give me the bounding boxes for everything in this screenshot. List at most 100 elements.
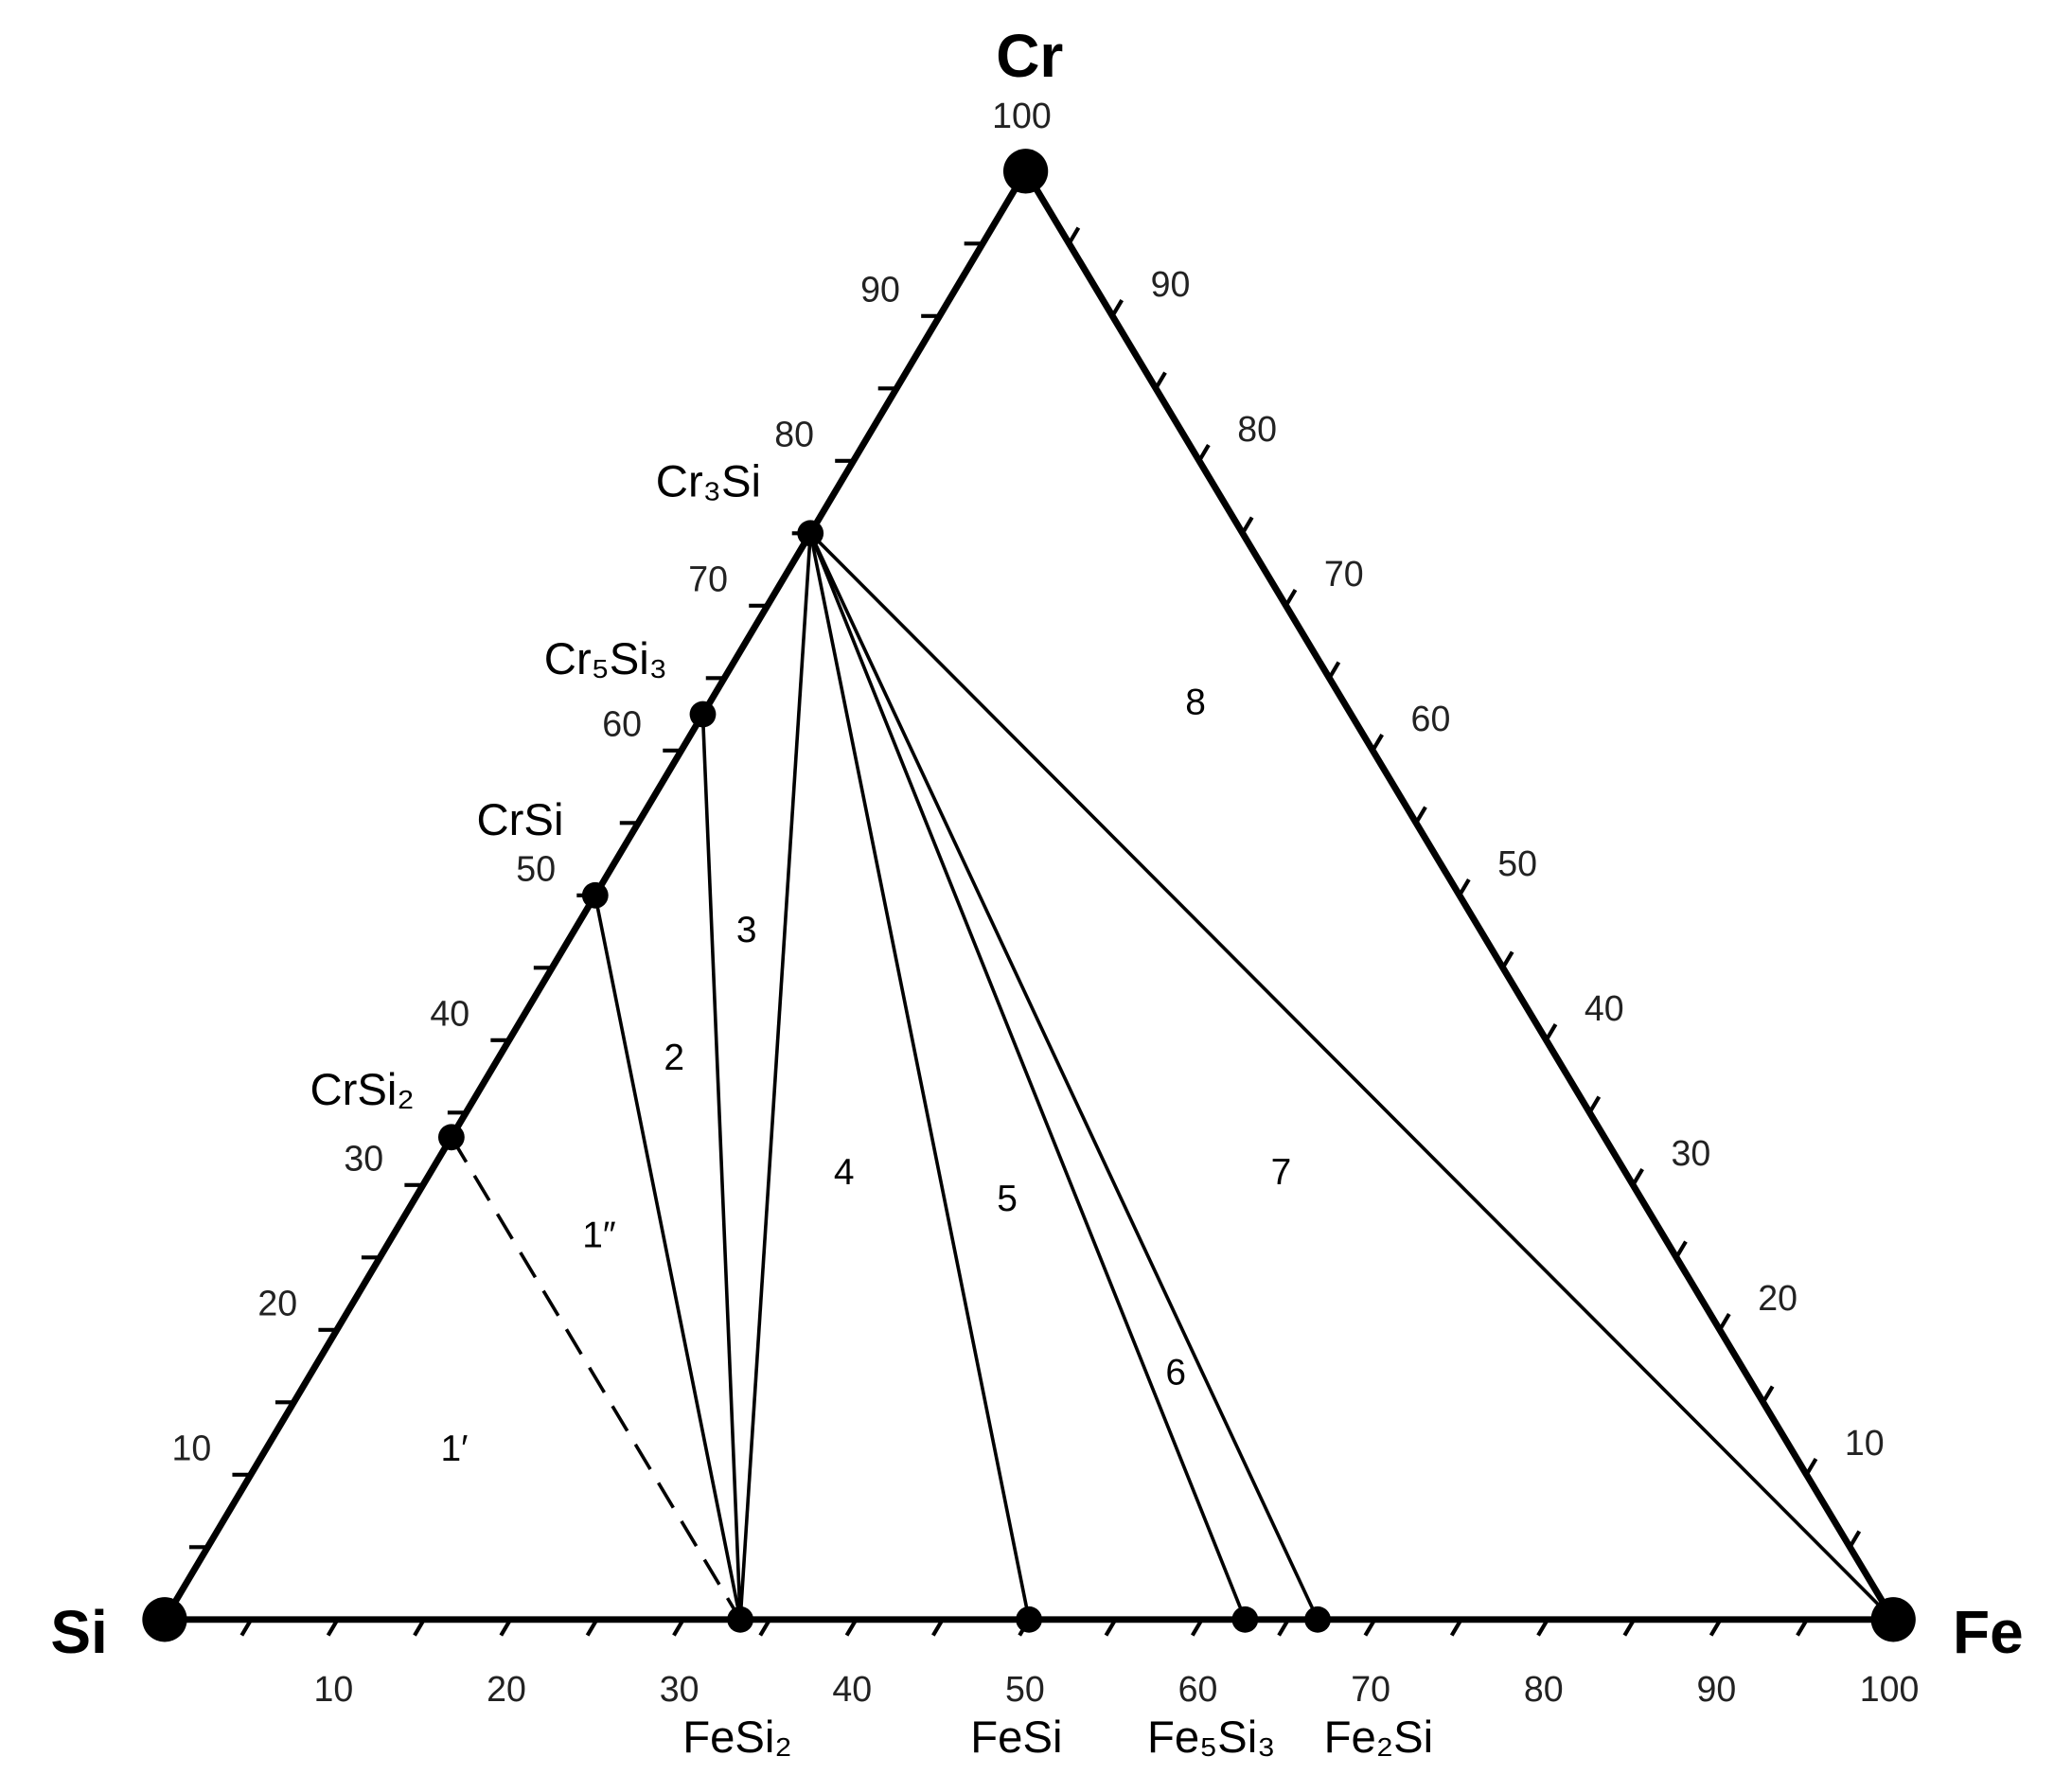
tie-line (593, 895, 742, 1621)
tick-label: 80 (1237, 409, 1277, 449)
region-label: 1″ (582, 1215, 616, 1256)
phase-point (689, 701, 717, 728)
tie-line (808, 532, 1031, 1621)
tick-label: 100 (1860, 1669, 1920, 1709)
tie-line (700, 714, 742, 1620)
tick-label: 30 (1672, 1133, 1711, 1173)
tick-mark (1536, 1618, 1549, 1637)
tick-label: 90 (1697, 1669, 1737, 1709)
phase-point (1016, 1606, 1042, 1633)
tick-label: 70 (1324, 554, 1364, 594)
tick-mark (1240, 516, 1254, 535)
tick-mark (1458, 878, 1471, 896)
tick-mark (1718, 1312, 1731, 1331)
tick-mark (758, 1618, 771, 1637)
corner-point (1870, 1597, 1916, 1642)
phase-label: Fe₅Si₃ (1147, 1712, 1276, 1763)
tick-mark (499, 1618, 513, 1637)
region-label: 7 (1271, 1152, 1292, 1193)
tick-mark (1848, 1530, 1862, 1549)
tick-mark (931, 1618, 945, 1637)
tick-label: 20 (487, 1669, 526, 1709)
tick-label: 30 (660, 1669, 699, 1709)
tie-line (738, 533, 813, 1620)
corner-label: Cr (996, 22, 1063, 90)
tick-label: 10 (1845, 1423, 1885, 1463)
phase-point (1304, 1606, 1331, 1633)
tick-label: 20 (257, 1284, 297, 1323)
tick-mark (1761, 1385, 1775, 1404)
phase-point (797, 520, 824, 547)
tick-label: 50 (1497, 843, 1537, 883)
phase-label: FeSi (970, 1712, 1062, 1763)
tick-label: 90 (860, 270, 900, 310)
tie-line (808, 532, 1319, 1621)
tick-mark (1197, 444, 1211, 462)
region-label: 6 (1165, 1352, 1186, 1393)
phase-point (1231, 1606, 1259, 1633)
tie-line (450, 1136, 742, 1621)
corner-point (1002, 149, 1049, 194)
tick-label: 50 (1005, 1669, 1045, 1709)
corner-point (142, 1597, 187, 1642)
tick-mark (1190, 1618, 1204, 1637)
tie-line (808, 532, 1248, 1621)
tick-mark (672, 1618, 685, 1637)
tick-label: 100 (992, 96, 1052, 135)
tick-mark (1104, 1618, 1118, 1637)
tick-label: 10 (171, 1428, 211, 1468)
tick-mark (1674, 1240, 1688, 1259)
tick-label: 40 (832, 1669, 872, 1709)
tick-mark (1110, 299, 1124, 317)
tick-label: 10 (314, 1669, 354, 1709)
tick-mark (1363, 1618, 1377, 1637)
tick-label: 70 (1351, 1669, 1390, 1709)
tick-mark (1544, 1022, 1558, 1041)
tick-label: 60 (1178, 1669, 1218, 1709)
phase-label: CrSi₂ (310, 1065, 414, 1115)
phase-point (727, 1606, 754, 1633)
tick-label: 90 (1151, 264, 1191, 304)
tick-label: 60 (1411, 699, 1451, 738)
phase-label: CrSi (477, 795, 564, 845)
region-label: 4 (834, 1152, 855, 1193)
corner-label: Si (50, 1598, 107, 1666)
tick-label: 70 (688, 559, 728, 599)
tick-label: 80 (1524, 1669, 1564, 1709)
phase-label: Cr₅Si₃ (544, 634, 667, 684)
tick-mark (1709, 1618, 1723, 1637)
tick-mark (844, 1618, 859, 1637)
tick-mark (1414, 806, 1427, 825)
tick-mark (1500, 950, 1514, 969)
tick-mark (1284, 588, 1298, 607)
tick-label: 40 (1585, 988, 1624, 1028)
region-label: 8 (1185, 682, 1206, 722)
tick-label: 30 (344, 1139, 383, 1179)
phase-label: Fe₂Si (1324, 1712, 1434, 1763)
tick-mark (1796, 1618, 1809, 1637)
tick-mark (1327, 661, 1341, 680)
tick-label: 50 (516, 849, 556, 889)
tick-mark (1631, 1167, 1644, 1186)
tick-mark (585, 1618, 599, 1637)
phase-label: Cr₃Si (656, 456, 761, 506)
phase-point (581, 881, 609, 909)
corner-label: Fe (1953, 1598, 2024, 1666)
tick-mark (1804, 1457, 1818, 1476)
tick-label: 80 (774, 415, 814, 454)
phase-label: FeSi₂ (682, 1712, 792, 1763)
tick-mark (1622, 1618, 1637, 1637)
region-label: 1′ (440, 1428, 468, 1469)
region-label: 3 (736, 910, 757, 950)
tick-mark (1154, 371, 1167, 390)
phase-point (437, 1124, 465, 1151)
tick-label: 20 (1758, 1278, 1797, 1318)
tick-label: 40 (430, 994, 469, 1034)
tick-mark (1371, 733, 1384, 752)
tick-mark (239, 1618, 254, 1637)
region-label: 2 (664, 1038, 684, 1078)
region-label: 5 (997, 1179, 1018, 1219)
tick-label: 60 (602, 704, 642, 744)
tick-mark (413, 1618, 426, 1637)
